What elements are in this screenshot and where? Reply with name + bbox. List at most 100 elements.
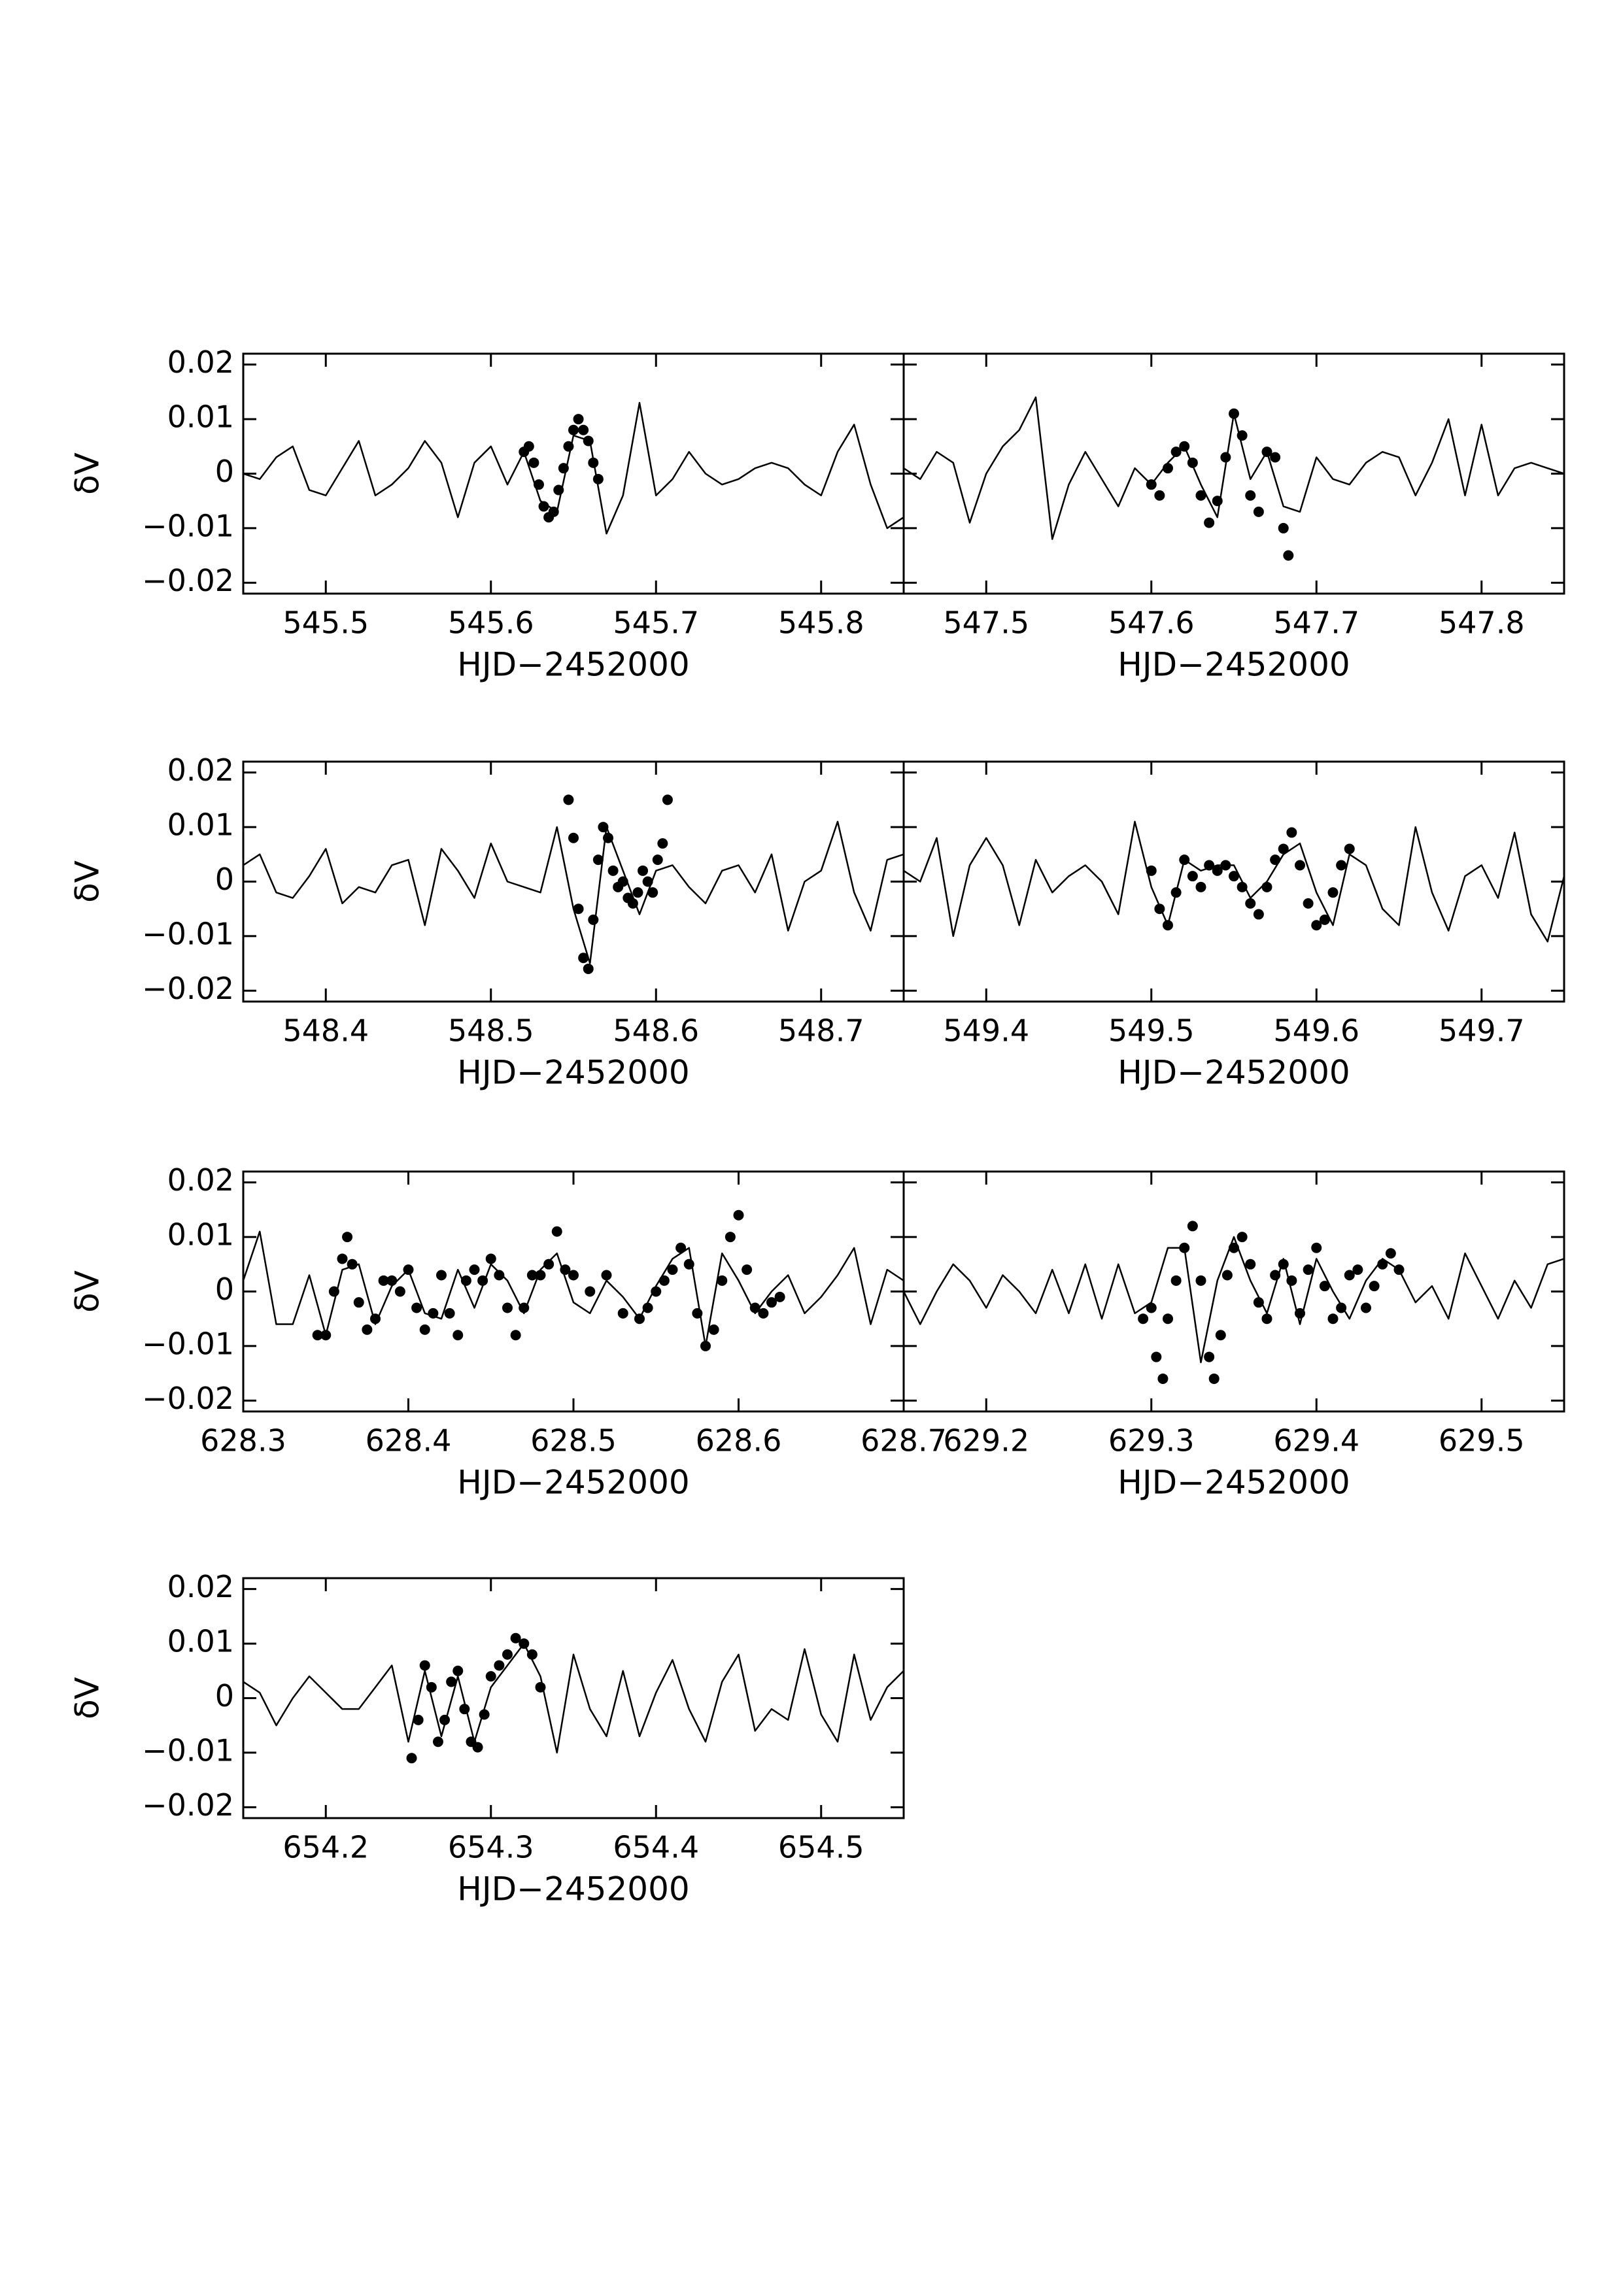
data-point xyxy=(568,832,579,843)
model-curve xyxy=(243,1230,904,1347)
data-point xyxy=(647,887,658,898)
data-point xyxy=(568,424,579,435)
y-tick-label: 0.02 xyxy=(167,345,234,380)
data-point xyxy=(1286,827,1297,838)
data-point xyxy=(1204,517,1215,528)
model-curve xyxy=(904,1236,1564,1364)
data-point xyxy=(1377,1258,1388,1270)
data-point xyxy=(386,1275,398,1286)
data-point xyxy=(1215,1330,1226,1341)
y-tick-label: 0 xyxy=(215,454,234,489)
data-point xyxy=(535,1681,546,1693)
data-point xyxy=(1369,1281,1380,1292)
data-point xyxy=(1170,1275,1182,1286)
data-point xyxy=(627,898,638,909)
data-point xyxy=(700,1340,711,1351)
data-point xyxy=(1220,452,1231,463)
data-point xyxy=(353,1297,364,1308)
data-point xyxy=(403,1264,414,1275)
data-point xyxy=(1212,865,1223,876)
data-point xyxy=(1146,865,1157,876)
data-point xyxy=(1229,1242,1239,1253)
y-tick-label: 0.02 xyxy=(167,1162,234,1198)
data-point xyxy=(563,441,574,452)
data-point xyxy=(494,1270,505,1281)
x-axis-label: HJD−2452000 xyxy=(457,1054,689,1092)
data-point xyxy=(1221,1270,1233,1281)
data-point xyxy=(1229,408,1239,419)
data-point xyxy=(708,1324,719,1335)
data-point xyxy=(444,1308,455,1319)
data-point xyxy=(1212,496,1223,507)
data-point xyxy=(766,1297,777,1308)
x-tick-label: 548.5 xyxy=(448,1013,534,1049)
x-tick-label: 549.5 xyxy=(1108,1013,1195,1049)
data-point xyxy=(1170,887,1182,898)
data-point xyxy=(725,1232,736,1243)
data-point xyxy=(1187,871,1198,882)
data-point xyxy=(378,1275,389,1286)
data-point xyxy=(426,1681,437,1693)
data-point xyxy=(1278,1258,1289,1270)
data-point xyxy=(452,1665,464,1676)
data-point xyxy=(1204,860,1215,871)
y-tick-label: 0 xyxy=(215,1272,234,1307)
data-point xyxy=(436,1270,447,1281)
data-point xyxy=(774,1291,785,1302)
x-tick-label: 628.5 xyxy=(530,1423,617,1459)
data-point xyxy=(1295,860,1305,871)
data-point xyxy=(411,1302,422,1313)
data-point xyxy=(1208,1373,1220,1384)
data-point xyxy=(1154,903,1165,915)
panel: 545.5 545.6 545.7 545.8 −0.02 −0.01 0 0.01 0.02 H… xyxy=(69,345,905,684)
data-point xyxy=(347,1258,358,1270)
y-tick-label: 0.01 xyxy=(167,1217,234,1253)
x-tick-label: 549.4 xyxy=(943,1013,1029,1049)
x-tick-label: 654.4 xyxy=(613,1830,699,1865)
data-point xyxy=(1195,490,1206,501)
x-tick-label: 628.3 xyxy=(200,1423,286,1459)
x-tick-label: 549.7 xyxy=(1439,1013,1525,1049)
x-tick-label: 654.5 xyxy=(778,1830,864,1865)
x-tick-label: 547.5 xyxy=(943,605,1029,641)
data-point xyxy=(692,1308,703,1319)
data-point xyxy=(1311,920,1322,931)
data-point xyxy=(1327,1313,1339,1325)
y-axis-label: δV xyxy=(69,1270,107,1313)
data-point xyxy=(733,1209,744,1221)
data-point xyxy=(1154,490,1165,501)
x-tick-label: 547.8 xyxy=(1439,605,1525,641)
data-point xyxy=(1187,457,1198,468)
x-tick-label: 628.7 xyxy=(861,1423,947,1459)
x-axis-label: HJD−2452000 xyxy=(457,1464,689,1502)
y-axis-label: δV xyxy=(69,860,107,903)
data-point xyxy=(1187,1221,1198,1232)
x-tick-label: 628.4 xyxy=(366,1423,452,1459)
data-point xyxy=(439,1714,451,1725)
data-point xyxy=(603,832,614,843)
model-curve xyxy=(243,401,904,535)
data-point xyxy=(1220,860,1231,871)
data-point xyxy=(1163,920,1173,931)
data-point xyxy=(1286,1275,1297,1286)
data-point xyxy=(1245,490,1256,501)
data-point xyxy=(652,854,663,866)
data-point xyxy=(502,1302,513,1313)
data-point xyxy=(502,1649,513,1660)
data-point xyxy=(585,1286,596,1297)
data-point xyxy=(742,1264,753,1275)
data-point xyxy=(568,1270,579,1281)
data-point xyxy=(601,1270,612,1281)
panel: 654.2 654.3 654.4 654.5 −0.02 −0.01 0 0.01 0.02 H… xyxy=(69,1569,905,1908)
data-point xyxy=(553,484,564,496)
data-point xyxy=(1195,881,1206,892)
data-point xyxy=(1146,479,1157,490)
frame xyxy=(242,1577,905,1819)
data-point xyxy=(1385,1248,1396,1259)
model-curve xyxy=(904,820,1564,943)
data-point xyxy=(543,1258,555,1270)
data-point xyxy=(749,1302,760,1313)
data-point xyxy=(560,1264,571,1275)
data-point xyxy=(583,435,594,447)
